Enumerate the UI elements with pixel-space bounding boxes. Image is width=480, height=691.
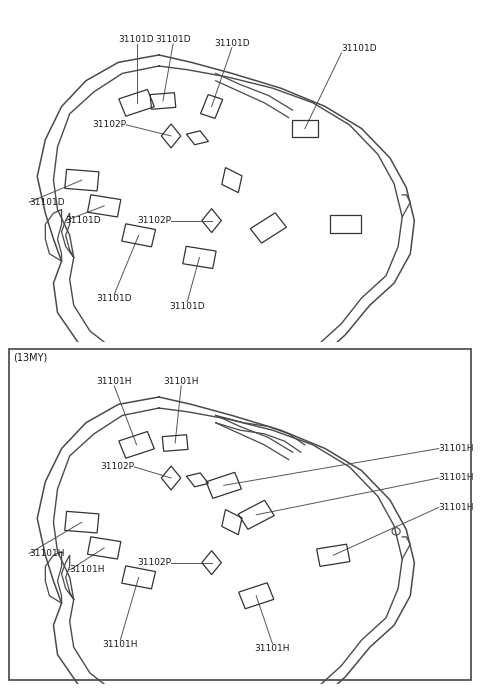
Text: 31101D: 31101D — [169, 301, 205, 310]
Text: 31101H: 31101H — [96, 377, 132, 386]
Text: 31101H: 31101H — [439, 503, 474, 512]
Text: 31101D: 31101D — [29, 198, 65, 207]
Text: 31101H: 31101H — [29, 549, 65, 558]
Text: 31102P: 31102P — [137, 558, 171, 567]
Text: 31101D: 31101D — [155, 35, 191, 44]
Text: 31102P: 31102P — [93, 120, 126, 129]
Text: 31101D: 31101D — [119, 35, 155, 44]
Text: 31101H: 31101H — [164, 377, 199, 386]
Text: 31101D: 31101D — [214, 39, 250, 48]
Text: (13MY): (13MY) — [13, 353, 47, 363]
Text: 31102P: 31102P — [137, 216, 171, 225]
Text: 31101H: 31101H — [103, 640, 138, 649]
Text: 31101H: 31101H — [255, 643, 290, 652]
Text: 31101D: 31101D — [66, 216, 101, 225]
Text: 31101H: 31101H — [439, 444, 474, 453]
Text: 31101H: 31101H — [70, 565, 105, 574]
Text: 31102P: 31102P — [101, 462, 134, 471]
Text: 31101D: 31101D — [96, 294, 132, 303]
Text: 31101D: 31101D — [341, 44, 377, 53]
Text: 31101H: 31101H — [439, 473, 474, 482]
